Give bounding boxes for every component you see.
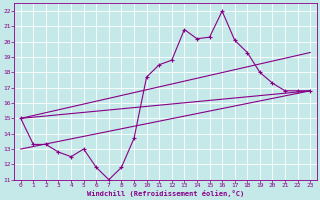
X-axis label: Windchill (Refroidissement éolien,°C): Windchill (Refroidissement éolien,°C) bbox=[87, 190, 244, 197]
